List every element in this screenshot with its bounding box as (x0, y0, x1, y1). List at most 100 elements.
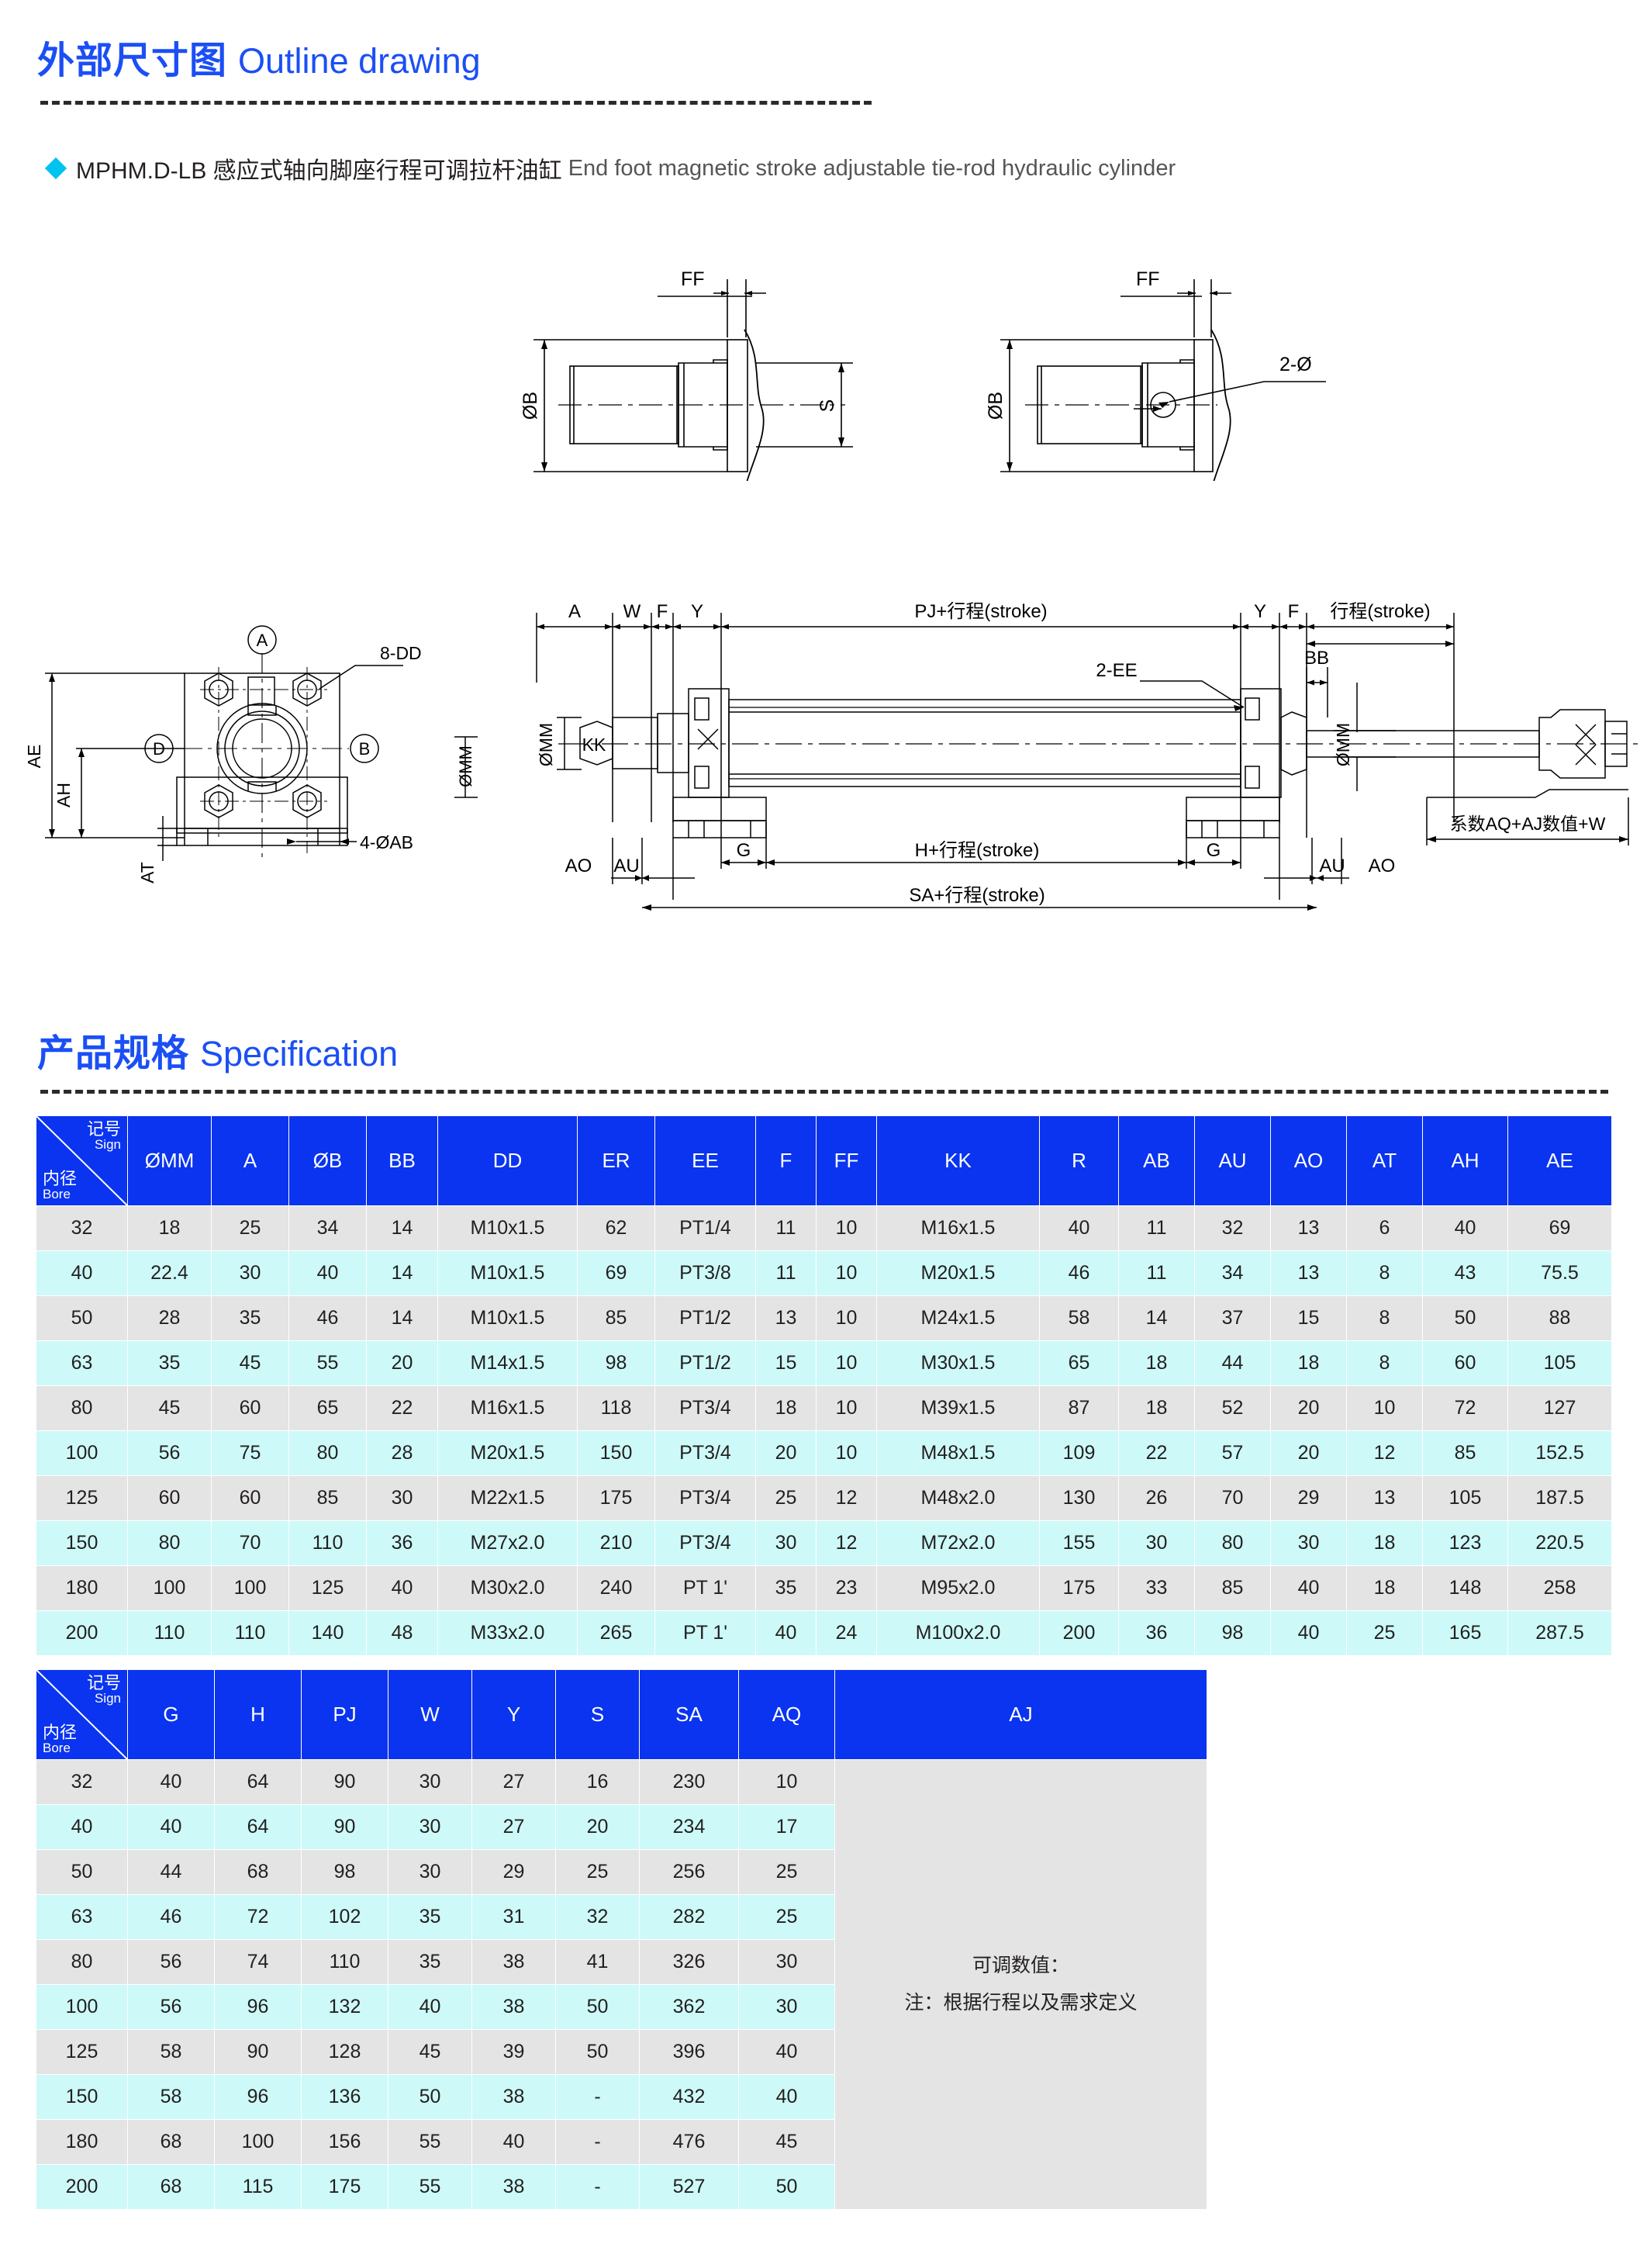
table-cell: M20x1.5 (437, 1430, 578, 1476)
table-cell: 105 (1507, 1340, 1612, 1386)
table-cell: 220.5 (1507, 1520, 1612, 1566)
table-cell: 118 (577, 1385, 655, 1431)
table-cell: 155 (1039, 1520, 1119, 1566)
table-cell: M95x2.0 (876, 1565, 1040, 1611)
table-cell: 25 (211, 1205, 289, 1251)
table-cell: 38 (471, 1984, 556, 2030)
table-cell: 11 (1118, 1205, 1195, 1251)
table-cell: 130 (1039, 1475, 1119, 1521)
outline-drawing-heading: 外部尺寸图 Outline drawing (37, 29, 481, 84)
table-cell: 18 (1270, 1340, 1347, 1386)
table-cell: 150 (36, 2074, 128, 2120)
table-cell: 12 (816, 1520, 877, 1566)
table-row: 100 56 96 132 40 38 50 362 30 (36, 1984, 1207, 2030)
table-cell: 148 (1422, 1565, 1508, 1611)
table-cell: 68 (214, 1849, 302, 1895)
table1-corner-cell: 记号 Sign 内径 Bore (36, 1115, 128, 1206)
table-cell: 46 (127, 1894, 215, 1940)
label-h-stroke: H+行程(stroke) (915, 840, 1040, 861)
table-cell: 80 (36, 1939, 128, 1985)
table1-bore-en: Bore (43, 1187, 71, 1201)
rod-end-detail-drawing-right: FF ØB 2-Ø (969, 248, 1404, 481)
table-cell: 50 (36, 1849, 128, 1895)
table-cell: 28 (127, 1295, 212, 1341)
table1-sign-label: 记号 Sign (86, 1119, 121, 1152)
label-y-right: Y (1254, 601, 1266, 622)
table-cell: 60 (127, 1475, 212, 1521)
table-cell: 30 (388, 1759, 472, 1805)
specification-table-2: 记号 Sign 内径 Bore G H PJ W Y S SA AQ AJ 32… (36, 1669, 1207, 2210)
table1-col-header: KK (876, 1115, 1040, 1206)
table-cell: 98 (1194, 1610, 1271, 1656)
label-four-ab: 4-ØAB (360, 832, 413, 852)
table-row: 125 60 60 85 30 M22x1.5 175 PT3/4 25 12 M48x2.0 130… (36, 1475, 1612, 1521)
label-ao-left: AO (565, 856, 592, 876)
table-cell: 30 (388, 1804, 472, 1850)
label-au-right: AU (1319, 856, 1345, 876)
table-cell: 132 (301, 1984, 388, 2030)
table-cell: 40 (388, 1984, 472, 2030)
table-cell: 30 (1118, 1520, 1195, 1566)
table-cell: 396 (639, 2029, 739, 2075)
table-row: 180 68 100 156 55 40-476 45 (36, 2119, 1207, 2165)
table-cell: 41 (555, 1939, 640, 1985)
table-cell: 58 (127, 2029, 215, 2075)
table-cell: 80 (288, 1430, 367, 1476)
table-cell: 60 (1422, 1340, 1508, 1386)
table-cell: PT3/4 (654, 1430, 756, 1476)
table-cell: 10 (816, 1250, 877, 1296)
table-cell: 26 (1118, 1475, 1195, 1521)
table-cell: 287.5 (1507, 1610, 1612, 1656)
table2-sign-en: Sign (94, 1691, 121, 1706)
table-cell: M10x1.5 (437, 1205, 578, 1251)
table-cell: 18 (127, 1205, 212, 1251)
label-ao-right: AO (1369, 856, 1396, 876)
table-cell: 56 (127, 1984, 215, 2030)
table2-corner-cell: 记号 Sign 内径 Bore (36, 1669, 128, 1760)
table-cell: 18 (1118, 1340, 1195, 1386)
table-cell: 13 (1270, 1205, 1347, 1251)
table-cell: 80 (127, 1520, 212, 1566)
table1-sign-cn: 记号 (86, 1119, 121, 1139)
table-cell: 46 (1039, 1250, 1119, 1296)
label-circle-b: B (359, 739, 371, 759)
table-cell: 25 (555, 1849, 640, 1895)
table-cell: 80 (36, 1385, 128, 1431)
label-sa-stroke: SA+行程(stroke) (909, 885, 1044, 906)
table-cell: 187.5 (1507, 1475, 1612, 1521)
table-cell: 100 (127, 1565, 212, 1611)
table1-col-header: AE (1507, 1115, 1612, 1206)
table-cell: 110 (288, 1520, 367, 1566)
table-cell: 29 (471, 1849, 556, 1895)
table-cell: 70 (211, 1520, 289, 1566)
table-cell: 30 (738, 1939, 835, 1985)
label-f-right: F (1288, 601, 1300, 622)
corner-diagonal-line (36, 1116, 127, 1206)
table2-col-header-aj: AJ (834, 1669, 1207, 1760)
table-cell: 56 (127, 1430, 212, 1476)
table-cell: 127 (1507, 1385, 1612, 1431)
aj-note-line-2: 注：根据行程以及需求定义 (904, 1991, 1138, 2014)
cylinder-assembly-svg: A W F Y PJ+行程(stroke) Y F 行程(stroke) 2-E… (536, 601, 1643, 911)
outline-heading-divider (40, 101, 872, 105)
aj-note-line-1: 可调数值： (972, 1955, 1069, 1976)
table-cell: 28 (366, 1430, 438, 1476)
table-cell: 258 (1507, 1565, 1612, 1611)
table-cell: 30 (211, 1250, 289, 1296)
label-s: S (817, 399, 838, 413)
table-cell: 30 (755, 1520, 817, 1566)
table1-col-header: FF (816, 1115, 877, 1206)
table-cell: 105 (1422, 1475, 1508, 1521)
table-cell: 18 (1118, 1385, 1195, 1431)
table-row: 200 68 115 175 55 38-527 50 (36, 2164, 1207, 2210)
table-row: 50 28 35 46 14 M10x1.5 85 PT1/2 13 10 M24x1.5 58 14 3… (36, 1295, 1612, 1341)
table-cell: 72 (214, 1894, 302, 1940)
table-cell: 38 (471, 2074, 556, 2120)
table-cell: 58 (1039, 1295, 1119, 1341)
label-f: F (657, 601, 668, 622)
table-cell: 35 (127, 1340, 212, 1386)
table1-col-header: ØMM (127, 1115, 212, 1206)
label-omm-left: ØMM (536, 723, 556, 766)
table-cell: 63 (36, 1894, 128, 1940)
table-cell: 18 (1346, 1520, 1423, 1566)
